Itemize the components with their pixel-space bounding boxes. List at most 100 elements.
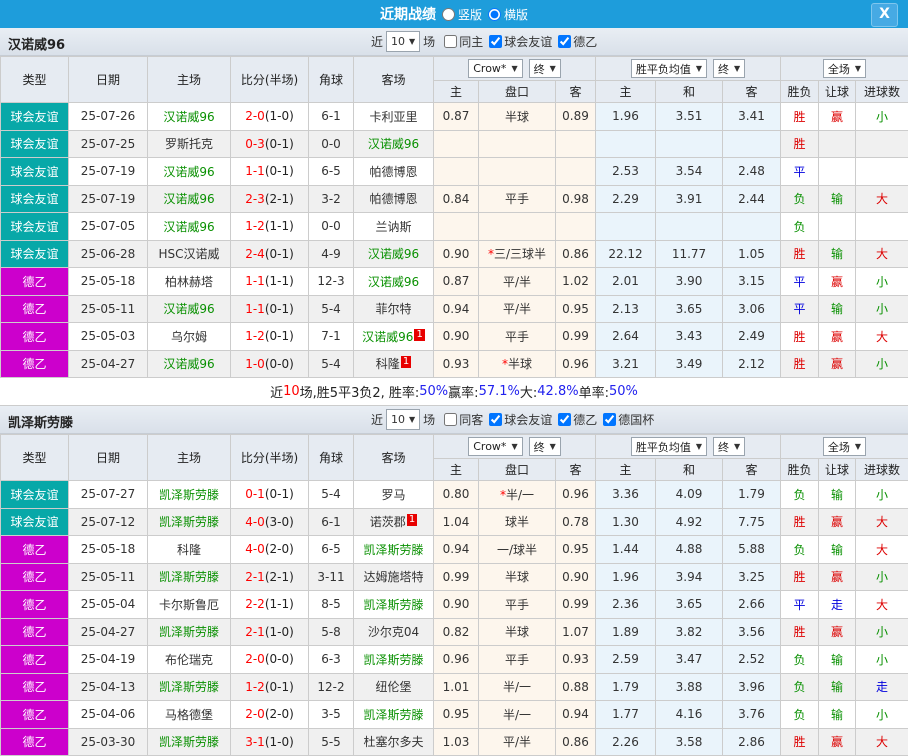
home-team-cell: 凯泽斯劳滕 xyxy=(148,563,231,591)
chevron-down-icon: ▼ xyxy=(550,442,556,451)
filter-checkbox-0[interactable]: 球会友谊 xyxy=(489,33,552,50)
result-cell: 胜 xyxy=(781,618,819,646)
home-team-cell: 汉诺威96 xyxy=(148,213,231,241)
away-team-cell: 罗马 xyxy=(354,481,434,509)
chevron-down-icon: ▼ xyxy=(511,442,517,451)
avg-draw-cell: 3.51 xyxy=(656,103,723,131)
away-team-name: 帕德博恩 xyxy=(369,192,417,206)
away-team-cell: 凯泽斯劳滕 xyxy=(354,591,434,619)
home-odds-cell: 0.95 xyxy=(434,701,479,729)
chevron-down-icon: ▼ xyxy=(734,442,740,451)
avg-type-select[interactable]: 胜平负均值▼ xyxy=(631,437,707,456)
date-cell: 25-04-27 xyxy=(69,350,148,378)
filter-label-0: 球会友谊 xyxy=(504,33,552,50)
home-odds-cell: 1.01 xyxy=(434,673,479,701)
goals-result-cell xyxy=(856,213,908,241)
corner-cell: 0-0 xyxy=(309,130,354,158)
result-cell: 胜 xyxy=(781,508,819,536)
score-cell: 2-1(1-0) xyxy=(231,618,309,646)
avg-away-cell: 7.75 xyxy=(723,508,781,536)
radio-horizontal-input[interactable] xyxy=(488,8,501,21)
avg-home-cell xyxy=(596,130,656,158)
filter-checkbox-1[interactable]: 德乙 xyxy=(558,33,597,50)
handicap-result-cell: 输 xyxy=(819,185,856,213)
column-header-0: 类型 xyxy=(1,435,69,481)
avg-time-select[interactable]: 终▼ xyxy=(713,59,745,78)
odds-source-dropdowns: Crow*▼ 终▼ xyxy=(434,437,595,456)
match-type-cell: 球会友谊 xyxy=(1,481,69,509)
result-cell: 胜 xyxy=(781,323,819,351)
bookmaker-select[interactable]: Crow*▼ xyxy=(468,437,522,456)
radio-vertical-layout[interactable]: 竖版 xyxy=(442,6,482,23)
radio-horizontal-layout[interactable]: 横版 xyxy=(488,6,528,23)
handicap-value: 平手 xyxy=(505,653,529,667)
same-venue-checkbox[interactable]: 同客 xyxy=(444,411,483,428)
close-icon[interactable]: X xyxy=(871,3,898,27)
filter-checkbox-1[interactable]: 德乙 xyxy=(558,411,597,428)
bookmaker-select[interactable]: Crow*▼ xyxy=(468,59,522,78)
radio-vertical-input[interactable] xyxy=(442,8,455,21)
chevron-down-icon: ▼ xyxy=(696,442,702,451)
home-odds-cell: 0.87 xyxy=(434,103,479,131)
filter-checkbox-2[interactable]: 德国杯 xyxy=(603,411,654,428)
same-venue-input[interactable] xyxy=(444,413,457,426)
corner-cell: 6-5 xyxy=(309,536,354,564)
score-cell: 1-2(1-1) xyxy=(231,213,309,241)
filter-label-2: 德国杯 xyxy=(618,411,654,428)
away-team-cell: 达姆施塔特 xyxy=(354,563,434,591)
sub-header-4: 和 xyxy=(656,459,723,481)
avg-draw-cell: 3.91 xyxy=(656,185,723,213)
match-count-select[interactable]: 10▼ xyxy=(386,31,420,52)
avg-draw-cell xyxy=(656,213,723,241)
match-count-select[interactable]: 10▼ xyxy=(386,409,420,430)
handicap-value: 平手 xyxy=(505,598,529,612)
same-venue-checkbox[interactable]: 同主 xyxy=(444,33,483,50)
filter-checkbox-0[interactable]: 球会友谊 xyxy=(489,411,552,428)
chevron-down-icon: ▼ xyxy=(696,64,702,73)
half-time-score: (0-0) xyxy=(265,357,294,371)
home-team-name: 柏林赫塔 xyxy=(165,275,213,289)
away-team-name: 菲尔特 xyxy=(375,302,411,316)
summary-part: 50% xyxy=(419,384,448,399)
avg-time-select[interactable]: 终▼ xyxy=(713,437,745,456)
away-odds-cell: 0.99 xyxy=(556,591,596,619)
filter-input-0[interactable] xyxy=(489,35,502,48)
sub-header-5: 客 xyxy=(723,81,781,103)
chevron-down-icon: ▼ xyxy=(855,64,861,73)
filter-input-0[interactable] xyxy=(489,413,502,426)
odds-time-select[interactable]: 终▼ xyxy=(529,437,561,456)
red-card-badge: 1 xyxy=(414,329,424,341)
score-cell: 1-1(0-1) xyxy=(231,158,309,186)
odds-source-dropdowns: Crow*▼ 终▼ xyxy=(434,59,595,78)
same-venue-label: 同主 xyxy=(459,33,483,50)
away-team-cell: 纽伦堡 xyxy=(354,673,434,701)
date-cell: 25-05-03 xyxy=(69,323,148,351)
home-odds-cell: 0.93 xyxy=(434,350,479,378)
home-team-cell: 马格德堡 xyxy=(148,701,231,729)
home-odds-cell: 0.82 xyxy=(434,618,479,646)
full-time-score: 2-2 xyxy=(245,597,265,611)
filter-input-1[interactable] xyxy=(558,413,571,426)
odds-time-select[interactable]: 终▼ xyxy=(529,59,561,78)
same-venue-input[interactable] xyxy=(444,35,457,48)
home-odds-cell xyxy=(434,130,479,158)
avg-type-select[interactable]: 胜平负均值▼ xyxy=(631,59,707,78)
filter-input-2[interactable] xyxy=(603,413,616,426)
half-time-score: (0-1) xyxy=(265,487,294,501)
home-team-cell: 凯泽斯劳滕 xyxy=(148,481,231,509)
period-select[interactable]: 全场▼ xyxy=(823,437,866,456)
period-select-label: 全场 xyxy=(828,61,850,77)
chevron-down-icon: ▼ xyxy=(734,64,740,73)
avg-away-cell xyxy=(723,213,781,241)
result-cell: 负 xyxy=(781,646,819,674)
full-time-score: 1-1 xyxy=(245,164,265,178)
period-select[interactable]: 全场 ▼ xyxy=(823,59,866,78)
home-odds-cell: 0.87 xyxy=(434,268,479,296)
date-cell: 25-07-05 xyxy=(69,213,148,241)
filter-input-1[interactable] xyxy=(558,35,571,48)
goals-result-cell: 小 xyxy=(856,268,908,296)
